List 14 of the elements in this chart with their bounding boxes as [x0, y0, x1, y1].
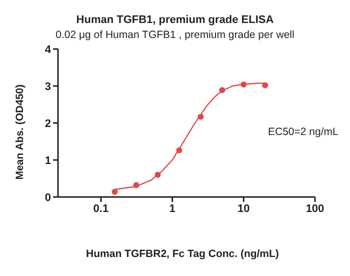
- x-tick-label: 1: [169, 202, 176, 215]
- y-tick-label: 3: [44, 80, 51, 93]
- y-axis-title: Mean Abs. (OD450): [14, 83, 26, 182]
- chart-title: Human TGFB1, premium grade ELISA: [75, 14, 275, 26]
- x-axis-title: Human TGFBR2, Fc Tag Conc. (ng/mL): [85, 248, 280, 260]
- x-tick-label: 100: [306, 202, 324, 215]
- x-tick-label: 0.1: [93, 202, 109, 215]
- y-tick-label: 2: [44, 118, 51, 130]
- y-tick-label: 1: [44, 154, 51, 167]
- y-tick-label: 0: [44, 192, 51, 204]
- chart-subtitle: 0.02 μg of Human TGFB1 , premium grade per well: [54, 29, 296, 41]
- annotation: EC50=2 ng/mL: [268, 126, 338, 138]
- y-tick-label: 4: [44, 44, 52, 56]
- x-tick-label: 10: [238, 202, 250, 215]
